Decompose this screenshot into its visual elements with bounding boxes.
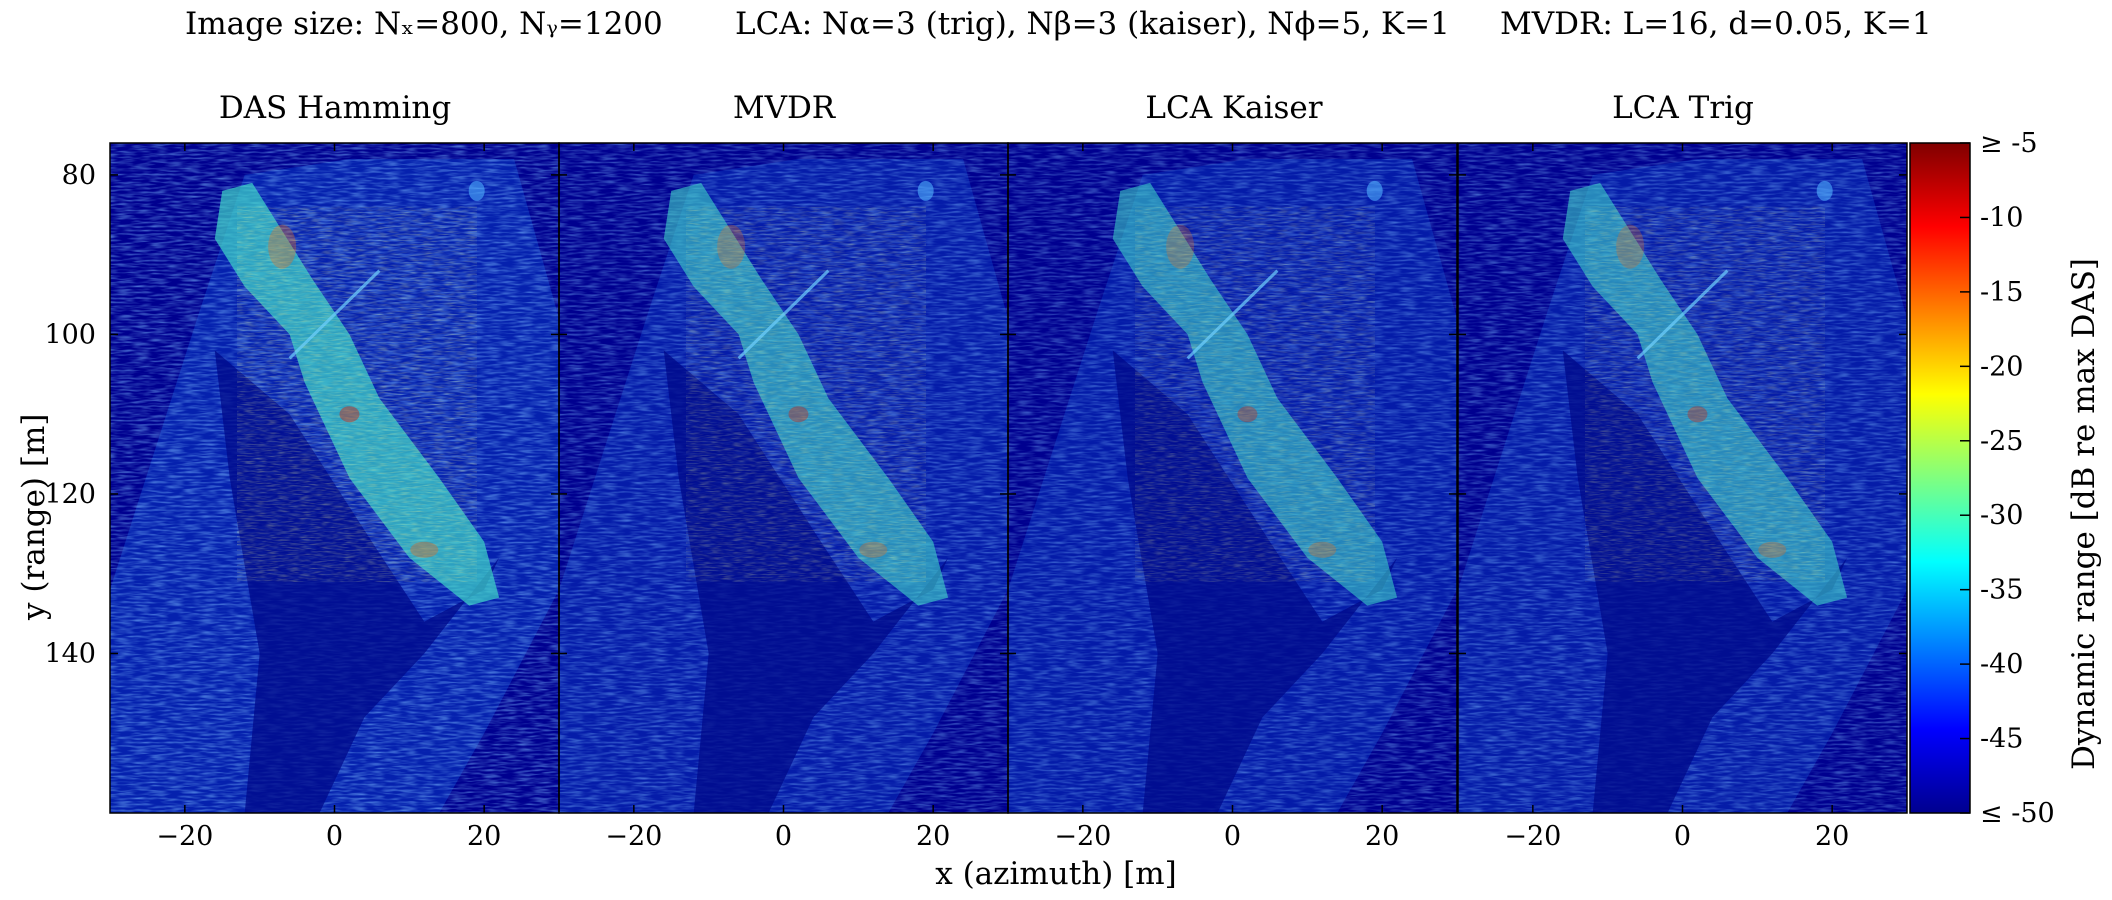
hot-spot-stern xyxy=(859,541,888,558)
x-axis-label: x (azimuth) [m] xyxy=(935,856,1177,892)
colorbar-tick-label: ≤ -50 xyxy=(1980,798,2055,829)
heatmap-panel-3 xyxy=(1008,143,1457,813)
y-tick-label: 120 xyxy=(44,479,96,510)
hot-spot-bow xyxy=(268,224,297,269)
heatmap-panel-1 xyxy=(110,143,559,813)
x-tick-label: 20 xyxy=(467,821,501,852)
wreck-core xyxy=(1585,206,1825,582)
small-target xyxy=(1366,180,1383,201)
hot-spot-bow xyxy=(1616,224,1645,269)
y-tick-label: 140 xyxy=(44,638,96,669)
colorbar-gradient xyxy=(1909,142,1971,814)
cross-artifact xyxy=(737,269,830,360)
acoustic-shadow xyxy=(214,350,500,813)
panel-title-2: MVDR xyxy=(732,90,836,126)
cross-artifact xyxy=(1186,269,1279,360)
small-target xyxy=(1816,180,1833,201)
hot-spot-stern xyxy=(1308,541,1337,558)
colorbar-label: Dynamic range [dB re max DAS] xyxy=(2066,257,2102,770)
hot-spot-bow xyxy=(717,224,746,269)
x-tick-label: 0 xyxy=(326,821,343,852)
x-tick-label: −20 xyxy=(605,821,662,852)
hot-spot-stern xyxy=(410,541,439,558)
y-tick-label: 80 xyxy=(62,160,96,191)
x-tick-label: −20 xyxy=(1054,821,1111,852)
colorbar-tick-label: -35 xyxy=(1980,575,2023,606)
header-mvdr-params: MVDR: L=16, d=0.05, K=1 xyxy=(1500,6,1932,42)
panel-title-3: LCA Kaiser xyxy=(1145,90,1323,126)
x-tick-label: 20 xyxy=(1815,821,1849,852)
cross-artifact xyxy=(1636,269,1729,360)
hot-spot-mid xyxy=(339,406,360,423)
hot-spot-mid xyxy=(1687,406,1708,423)
x-tick-label: −20 xyxy=(156,821,213,852)
panel-title-4: LCA Trig xyxy=(1612,90,1754,126)
x-tick-label: −20 xyxy=(1504,821,1561,852)
wreck-core xyxy=(237,206,477,582)
colorbar-tick-label: -25 xyxy=(1980,426,2023,457)
x-tick-label: 0 xyxy=(1674,821,1691,852)
colorbar-tick-label: -15 xyxy=(1980,277,2023,308)
panel-title-1: DAS Hamming xyxy=(218,90,452,126)
hot-spot-mid xyxy=(1237,406,1258,423)
colorbar-tick-label: -40 xyxy=(1980,649,2023,680)
y-axis-label: y (range) [m] xyxy=(16,413,52,620)
wreck-core xyxy=(686,206,926,582)
y-tick-label: 100 xyxy=(44,319,96,350)
wreck-core xyxy=(1135,206,1375,582)
hot-spot-bow xyxy=(1166,224,1195,269)
x-tick-label: 0 xyxy=(775,821,792,852)
header-lca-params: LCA: Nα=3 (trig), Nβ=3 (kaiser), Nϕ=5, K… xyxy=(735,6,1450,42)
acoustic-shadow xyxy=(1562,350,1848,813)
colorbar-tick-label: ≥ -5 xyxy=(1980,128,2038,159)
colorbar-tick-label: -30 xyxy=(1980,500,2023,531)
heatmap-panel-2 xyxy=(559,143,1008,813)
hot-spot-mid xyxy=(788,406,809,423)
x-tick-label: 20 xyxy=(916,821,950,852)
header-image-size: Image size: Nₓ=800, Nᵧ=1200 xyxy=(185,6,663,42)
acoustic-shadow xyxy=(1112,350,1398,813)
heatmap-panel-4 xyxy=(1458,143,1907,813)
small-target xyxy=(468,180,485,201)
x-tick-label: 0 xyxy=(1224,821,1241,852)
colorbar-tick-label: -10 xyxy=(1980,202,2023,233)
hot-spot-stern xyxy=(1758,541,1787,558)
x-tick-label: 20 xyxy=(1365,821,1399,852)
cross-artifact xyxy=(288,269,381,360)
colorbar-tick-label: -20 xyxy=(1980,351,2023,382)
acoustic-shadow xyxy=(663,350,949,813)
colorbar-tick-label: -45 xyxy=(1980,724,2023,755)
small-target xyxy=(917,180,934,201)
